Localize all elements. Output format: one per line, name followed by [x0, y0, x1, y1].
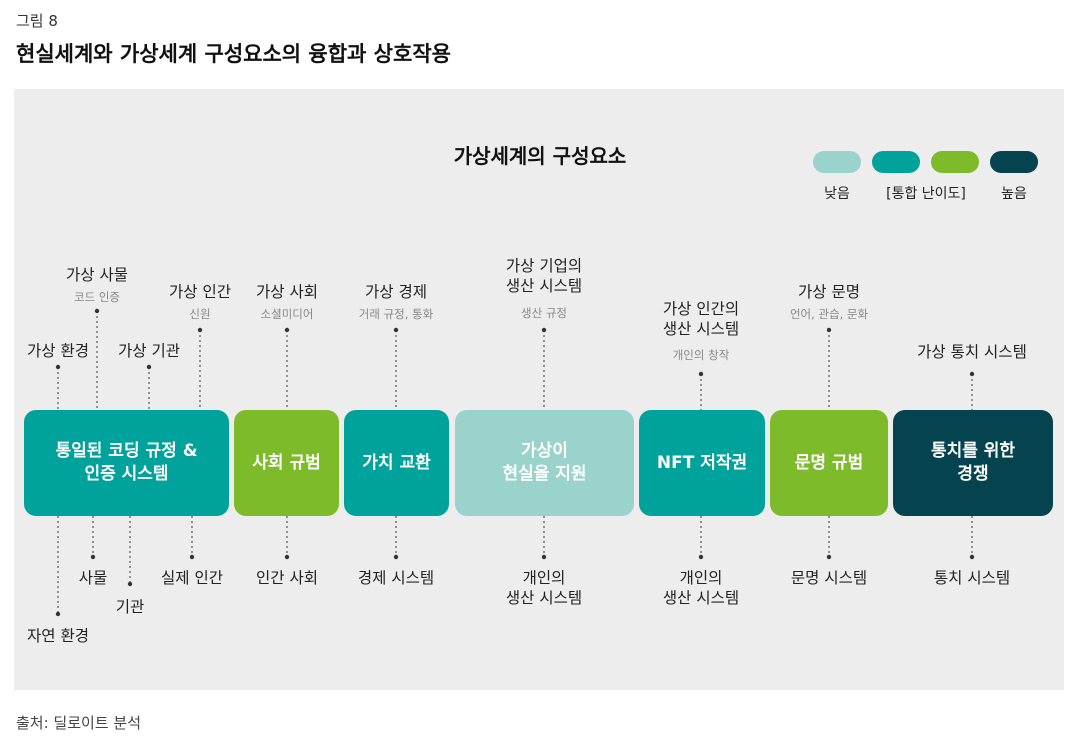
top-sublabel-virtual-human: 신원	[189, 307, 211, 321]
bottom-label-personal-production-1: 개인의 생산 시스템	[505, 569, 583, 608]
top-sublabel-virtual-objects: 코드 인증	[74, 290, 120, 304]
top-label-virtual-objects: 가상 사물	[66, 266, 128, 284]
component-box-virtual-support: 가상이 현실을 지원	[455, 410, 634, 516]
bottom-label-governance-system: 통치 시스템	[933, 569, 1011, 587]
legend-swatch-high	[931, 151, 979, 173]
top-sublabel-virtual-human-production: 개인의 창작	[672, 348, 730, 362]
bottom-label-personal-production-2: 개인의 생산 시스템	[662, 569, 740, 608]
legend-swatch-highest	[990, 151, 1038, 173]
bottom-label-objects: 사물	[78, 569, 108, 587]
figure-label: 그림 8	[16, 12, 58, 30]
top-sublabel-virtual-society: 소셜미디어	[260, 307, 314, 321]
component-box-value-exchange: 가치 교환	[344, 410, 449, 516]
diagram-panel	[14, 89, 1064, 690]
diagram-title: 가상세계의 구성요소	[453, 144, 627, 168]
component-box-nft-copyright: NFT 저작권	[639, 410, 765, 516]
component-box-coding-auth: 통일된 코딩 규정 & 인증 시스템	[24, 410, 229, 516]
component-box-civilization-norms: 문명 규범	[770, 410, 888, 516]
figure-title: 현실세계와 가상세계 구성요소의 융합과 상호작용	[16, 42, 451, 66]
top-sublabel-virtual-enterprise-production: 생산 규정	[521, 306, 567, 320]
top-sublabel-virtual-civilization: 언어, 관습, 문화	[789, 307, 869, 321]
bottom-label-nature: 자연 환경	[27, 627, 89, 645]
top-label-virtual-governance: 가상 통치 시스템	[917, 343, 1027, 361]
top-label-virtual-human-production: 가상 인간의 생산 시스템	[662, 300, 740, 339]
component-box-social-norms: 사회 규범	[234, 410, 339, 516]
top-label-virtual-enterprise-production: 가상 기업의 생산 시스템	[505, 257, 583, 296]
bottom-label-human-society: 인간 사회	[256, 569, 318, 587]
legend-high-label: 높음	[1001, 186, 1027, 202]
bottom-label-economic-system: 경제 시스템	[357, 569, 435, 587]
legend-low-label: 낮음	[824, 186, 850, 202]
top-label-virtual-human: 가상 인간	[169, 283, 231, 301]
top-label-virtual-institution: 가상 기관	[118, 342, 180, 360]
top-label-virtual-civilization: 가상 문명	[798, 283, 860, 301]
component-box-governance: 통치를 위한 경쟁	[893, 410, 1053, 516]
bottom-label-civilization-system: 문명 시스템	[790, 569, 868, 587]
top-label-virtual-society: 가상 사회	[256, 283, 318, 301]
bottom-label-institution: 기관	[115, 598, 145, 616]
legend-swatch-low	[813, 151, 861, 173]
bottom-label-real-human: 실제 인간	[161, 569, 223, 587]
source-note: 출처: 딜로이트 분석	[16, 714, 141, 732]
legend-swatch-mid	[872, 151, 920, 173]
legend-middle-label: [통합 난이도]	[886, 186, 966, 202]
top-label-virtual-environment: 가상 환경	[27, 342, 89, 360]
top-label-virtual-economy: 가상 경제	[365, 283, 427, 301]
top-sublabel-virtual-economy: 거래 규정, 통화	[358, 307, 434, 321]
